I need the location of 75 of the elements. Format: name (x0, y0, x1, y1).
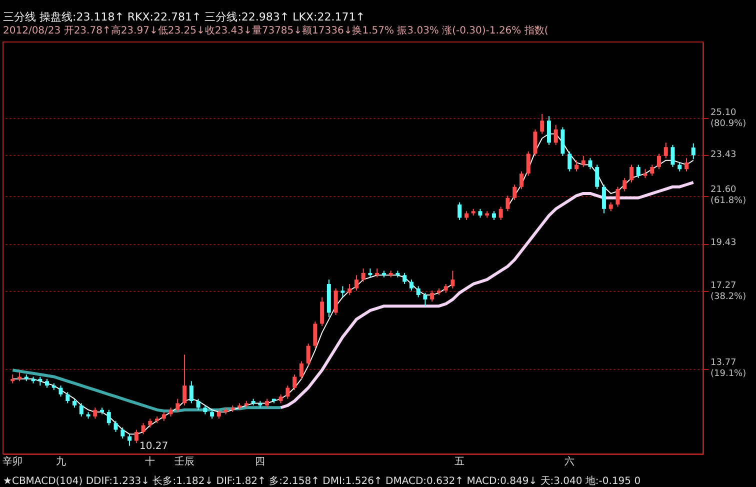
candlestick (498, 206, 503, 220)
candlestick (141, 422, 146, 435)
candlestick (656, 153, 661, 170)
candlestick (58, 385, 63, 398)
candlestick (334, 288, 338, 316)
chart-title: 三分线 操盘线:23.118↑ RKX:22.781↑ 三分线:22.983↑ LKX:22.171↑ (3, 10, 365, 24)
candlestick (176, 398, 180, 413)
candlestick (581, 155, 586, 168)
candlestick (458, 202, 462, 220)
candlestick (189, 380, 194, 404)
candlestick (79, 402, 84, 417)
x-tick-label: 五 (454, 456, 465, 468)
candlestick (546, 116, 551, 146)
candlestick (602, 184, 606, 214)
y-tick-label: 13.77 (19.1%) (710, 358, 746, 380)
candlestick (636, 164, 640, 179)
candlestick (670, 144, 675, 168)
candlestick (134, 429, 138, 444)
y-tick-label: 23.43 (710, 150, 736, 160)
candlestick (506, 195, 510, 212)
candlestick (66, 392, 70, 404)
x-tick-label: 壬辰 (174, 456, 195, 468)
candlestick (519, 170, 524, 190)
candlestick (622, 178, 627, 192)
candlestick (540, 113, 544, 134)
candlestick (568, 151, 572, 172)
candlestick (554, 124, 558, 146)
candlestick (196, 398, 200, 410)
x-tick-label: 十 (145, 456, 156, 468)
candlestick (402, 272, 407, 284)
candlestick (128, 434, 132, 446)
candlestick (182, 354, 187, 406)
candlestick (306, 343, 310, 366)
y-tick-label: 17.27 (38.2%) (710, 280, 746, 302)
candlestick (286, 385, 290, 400)
candlestick (409, 279, 414, 292)
candlestick (299, 360, 304, 380)
candlestick (320, 296, 324, 326)
candlestick (120, 427, 125, 440)
candlestick (526, 151, 530, 176)
candlestick (423, 292, 428, 307)
x-tick-label: 六 (564, 456, 575, 468)
candlestick (340, 286, 345, 298)
x-tick-label: 九 (56, 456, 66, 468)
x-tick-label: 四 (255, 456, 266, 468)
candlestick (512, 184, 517, 201)
candlestick (664, 142, 668, 159)
candlestick (684, 158, 688, 172)
candlestick (450, 270, 455, 289)
y-tick-label: 25.10 (80.9%) (710, 108, 746, 129)
candlestick (533, 128, 538, 156)
candlestick (595, 164, 600, 190)
chart-subtitle: 2012/08/23 开23.78↑高23.97↓低23.25↓收23.43↓量73785↓额17336↓换1.57% 振3.03% 涨(-0.30)-1.26% 指数( (3, 24, 548, 36)
candlestick (650, 164, 654, 176)
candlestick (348, 283, 352, 296)
candlestick (361, 268, 366, 282)
candlestick (629, 164, 634, 183)
candlestick (588, 158, 592, 170)
candlestick (574, 160, 578, 172)
candlestick (93, 407, 98, 420)
y-tick-label: 19.43 (710, 238, 736, 248)
candlestick (354, 274, 358, 292)
candlestick (292, 374, 297, 390)
candlestick (416, 286, 420, 298)
candlestick (430, 290, 434, 302)
candlestick (106, 409, 111, 426)
y-tick-label: 21.60 (61.8%) (710, 185, 746, 206)
candlestick (114, 420, 118, 432)
line-series (279, 180, 695, 410)
text: ★CBMACD(104) DDIF:1.233↓ 长多:1.182↓ DIF:1.82↑ 多:2.158↑ DMI:1.526↑ DMACD:0.632↑ MACD:0.849↓ 天:3.040 地:-0.195 0 (3, 475, 641, 487)
candlestick (691, 142, 696, 160)
candlestick (313, 321, 318, 349)
candlestick (616, 186, 620, 208)
x-tick-label: 辛卯 (2, 456, 23, 468)
annotation: 10.27 (140, 440, 168, 452)
